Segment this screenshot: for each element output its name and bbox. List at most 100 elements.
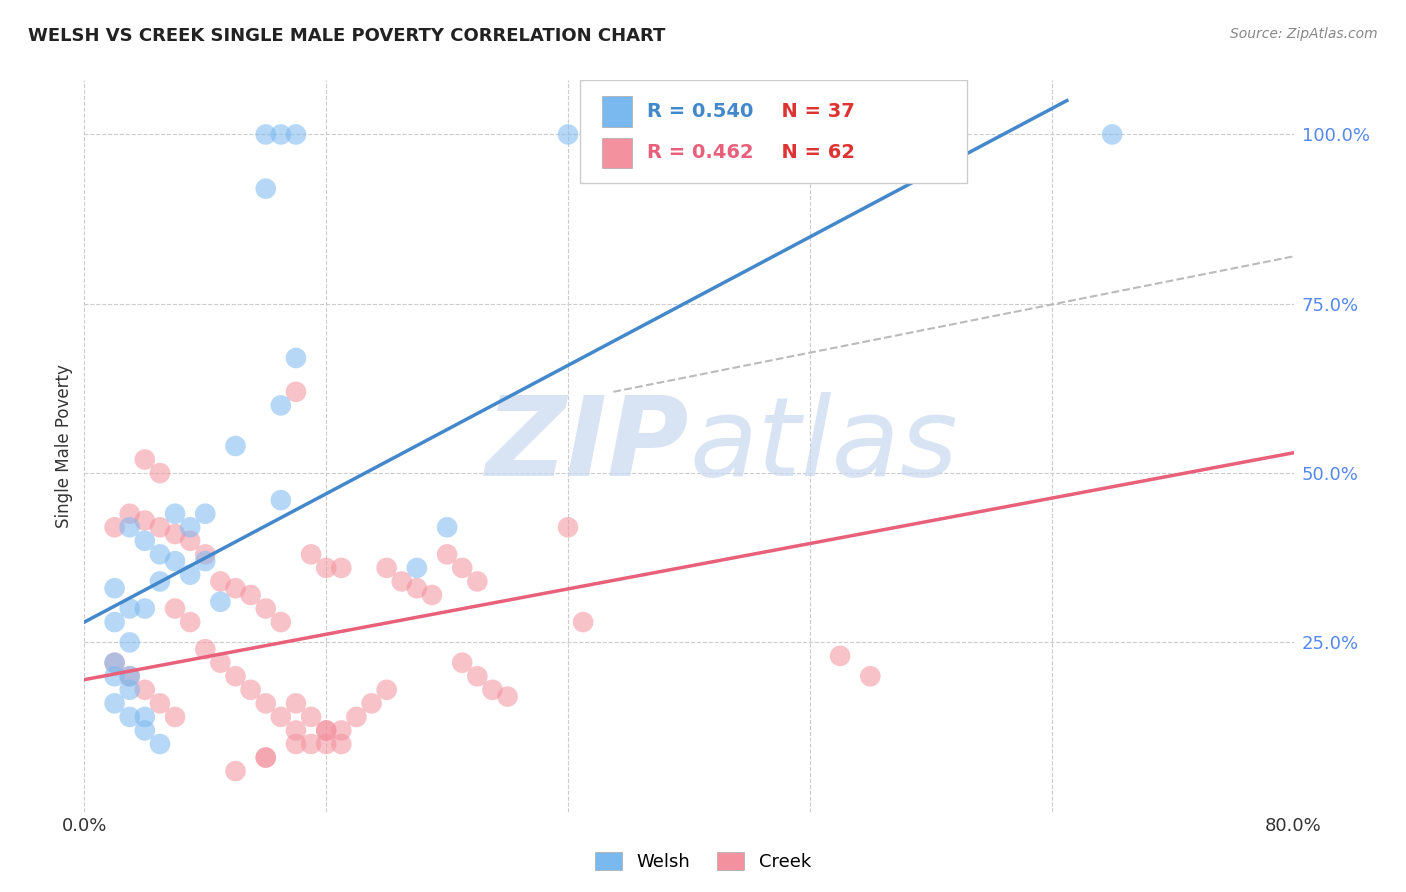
Text: WELSH VS CREEK SINGLE MALE POVERTY CORRELATION CHART: WELSH VS CREEK SINGLE MALE POVERTY CORRE… — [28, 27, 665, 45]
Point — [391, 574, 413, 589]
Point — [830, 648, 852, 663]
Text: R = 0.540: R = 0.540 — [647, 103, 754, 121]
Bar — [602, 96, 633, 127]
Point — [285, 128, 308, 142]
Point — [1101, 128, 1123, 142]
Point — [270, 398, 292, 412]
Text: Source: ZipAtlas.com: Source: ZipAtlas.com — [1230, 27, 1378, 41]
Point — [481, 682, 503, 697]
Point — [165, 601, 187, 615]
Point — [104, 615, 127, 629]
Point — [165, 710, 187, 724]
Point — [149, 466, 172, 480]
Point — [254, 181, 277, 195]
Point — [134, 452, 156, 467]
Point — [149, 574, 172, 589]
Point — [104, 520, 127, 534]
Point — [285, 723, 308, 738]
Point — [194, 547, 217, 561]
Point — [104, 656, 127, 670]
Point — [467, 574, 489, 589]
Point — [134, 710, 156, 724]
Point — [859, 669, 882, 683]
Point — [315, 723, 337, 738]
Point — [104, 697, 127, 711]
Point — [179, 615, 201, 629]
Point — [375, 682, 398, 697]
Point — [254, 697, 277, 711]
Point — [179, 533, 201, 548]
Text: R = 0.462: R = 0.462 — [647, 144, 754, 162]
Point — [299, 737, 322, 751]
Point — [118, 669, 141, 683]
Point — [118, 520, 141, 534]
Point — [194, 554, 217, 568]
Point — [239, 588, 262, 602]
Point — [118, 635, 141, 649]
Point — [134, 601, 156, 615]
Point — [285, 384, 308, 399]
Point — [451, 561, 474, 575]
Point — [225, 764, 247, 778]
Point — [165, 507, 187, 521]
Point — [134, 682, 156, 697]
Point — [134, 514, 156, 528]
Point — [315, 561, 337, 575]
Point — [179, 567, 201, 582]
Point — [209, 656, 232, 670]
Point — [299, 710, 322, 724]
Text: atlas: atlas — [689, 392, 957, 500]
Point — [467, 669, 489, 683]
Bar — [602, 137, 633, 169]
Point — [149, 547, 172, 561]
Point — [270, 710, 292, 724]
Text: ZIP: ZIP — [485, 392, 689, 500]
Point — [557, 520, 579, 534]
Point — [118, 601, 141, 615]
Point — [270, 493, 292, 508]
Point — [315, 723, 337, 738]
Point — [436, 547, 458, 561]
Point — [254, 750, 277, 764]
Legend: Welsh, Creek: Welsh, Creek — [588, 846, 818, 879]
Point — [134, 533, 156, 548]
Point — [104, 669, 127, 683]
Point — [104, 581, 127, 595]
Point — [118, 669, 141, 683]
Point — [239, 682, 262, 697]
Point — [118, 507, 141, 521]
Point — [451, 656, 474, 670]
Point — [179, 520, 201, 534]
Point — [118, 710, 141, 724]
Point — [406, 561, 429, 575]
Point — [436, 520, 458, 534]
Point — [149, 520, 172, 534]
Y-axis label: Single Male Poverty: Single Male Poverty — [55, 364, 73, 528]
Point — [572, 615, 595, 629]
Point — [194, 642, 217, 657]
Point — [330, 561, 353, 575]
Point — [209, 574, 232, 589]
Point — [225, 581, 247, 595]
Point — [299, 547, 322, 561]
Point — [134, 723, 156, 738]
Text: N = 62: N = 62 — [768, 144, 855, 162]
Point — [315, 737, 337, 751]
Point — [194, 507, 217, 521]
Point — [496, 690, 519, 704]
Point — [225, 439, 247, 453]
Point — [104, 656, 127, 670]
Point — [118, 682, 141, 697]
Point — [209, 595, 232, 609]
Point — [254, 750, 277, 764]
Point — [346, 710, 368, 724]
Point — [254, 128, 277, 142]
Point — [270, 128, 292, 142]
Point — [330, 737, 353, 751]
Point — [270, 615, 292, 629]
Point — [420, 588, 443, 602]
Point — [165, 554, 187, 568]
Point — [375, 561, 398, 575]
Point — [360, 697, 382, 711]
Point — [225, 669, 247, 683]
